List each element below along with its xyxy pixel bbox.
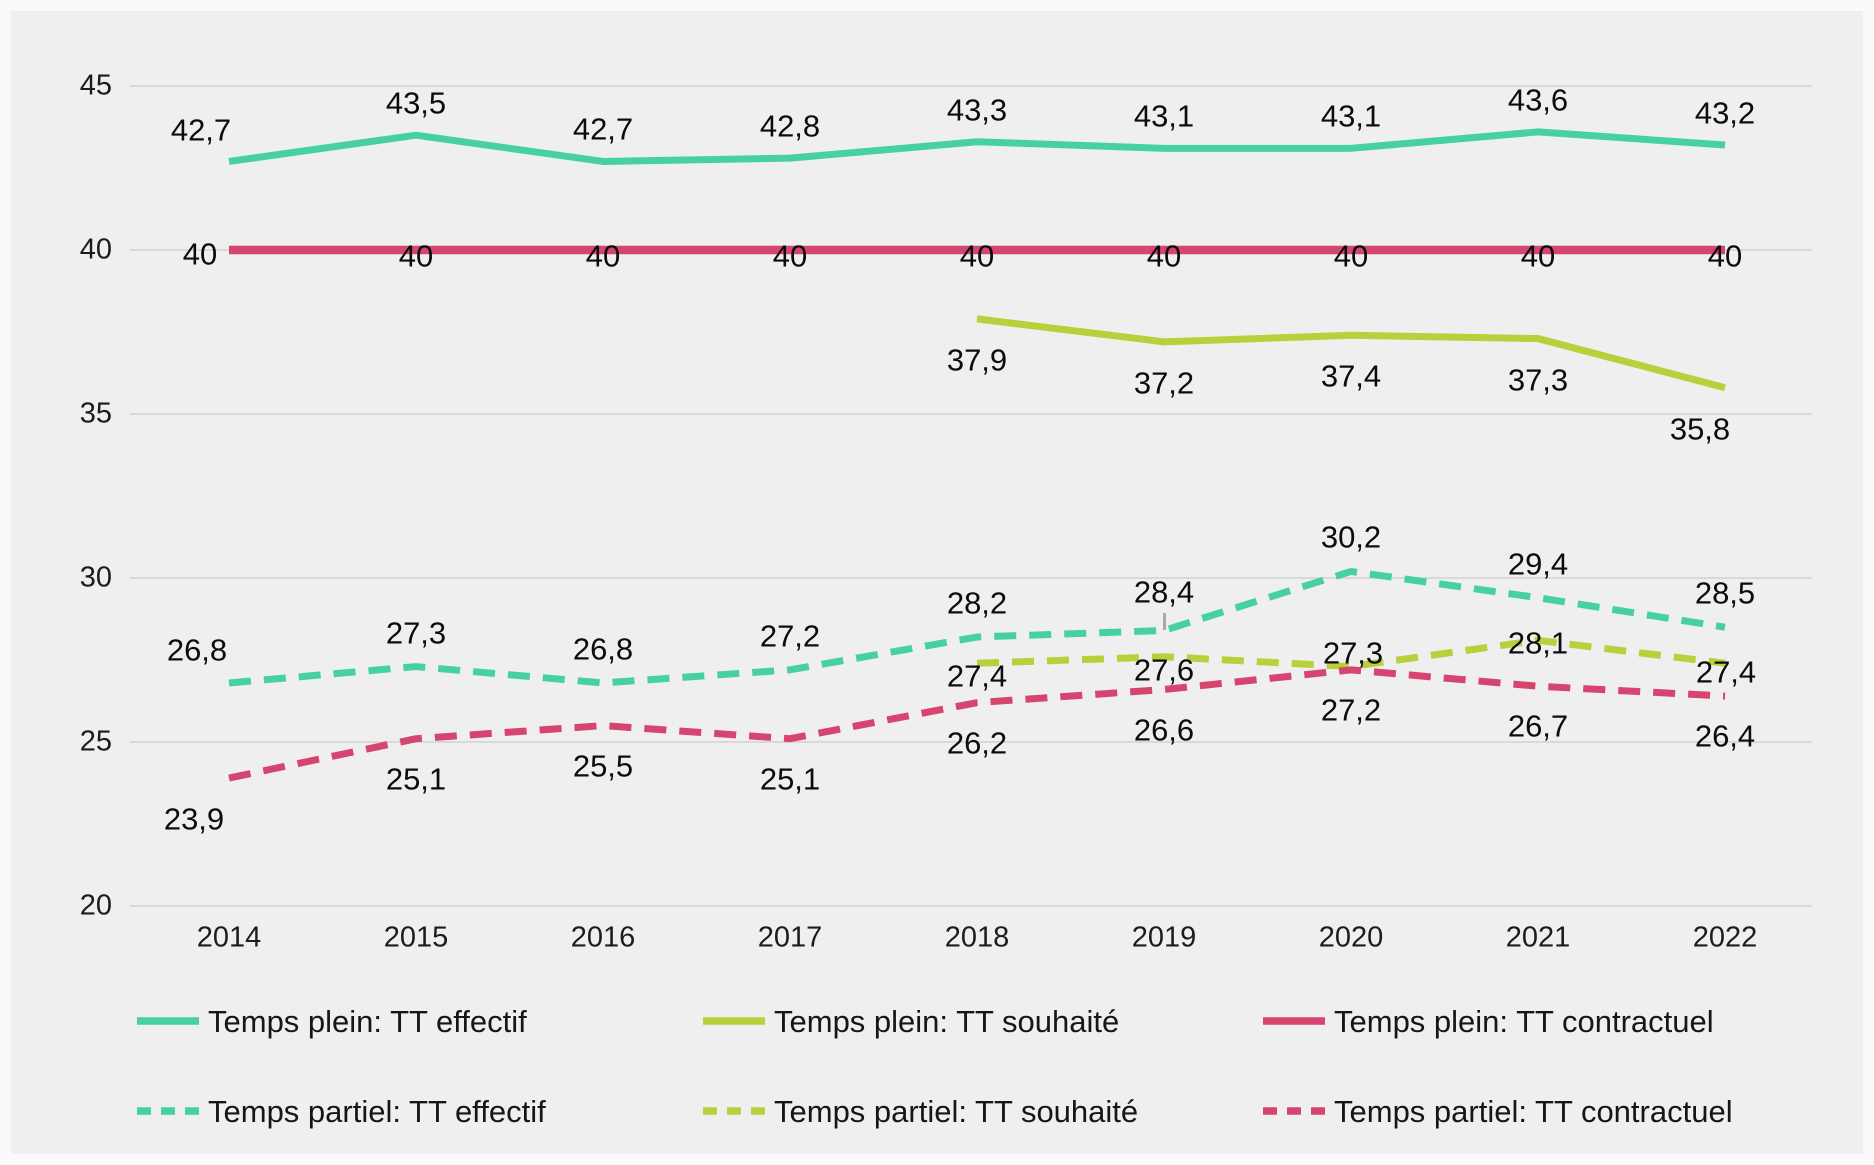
data-label: 27,3 [385, 615, 447, 651]
x-axis-tick-label: 2019 [1131, 921, 1197, 954]
data-label: 28,4 [1133, 574, 1195, 610]
plot-area [11, 11, 1863, 1154]
data-label: 40 [182, 236, 218, 272]
legend-label: Temps plein: TT souhaité [774, 1003, 1120, 1039]
data-label: 37,3 [1507, 362, 1569, 398]
legend-swatch [1263, 1017, 1325, 1025]
data-label: 42,7 [572, 111, 634, 147]
data-label: 26,7 [1507, 708, 1569, 744]
data-label: 25,5 [572, 748, 634, 784]
data-label: 40 [1146, 238, 1182, 274]
legend-swatch [1263, 1107, 1325, 1115]
x-axis-tick-label: 2021 [1505, 921, 1571, 954]
y-axis-tick-label: 30 [79, 561, 112, 594]
stray-tick-artifact [1163, 613, 1166, 630]
x-axis-tick-label: 2014 [196, 921, 262, 954]
data-label: 40 [772, 238, 808, 274]
legend-label: Temps partiel: TT effectif [208, 1093, 546, 1129]
legend-item-2: Temps plein: TT contractuel [1263, 999, 1714, 1043]
x-axis-tick-label: 2016 [570, 921, 636, 954]
data-label: 42,7 [170, 112, 232, 148]
legend-swatch [703, 1107, 765, 1115]
legend-label: Temps plein: TT effectif [208, 1003, 527, 1039]
data-label: 43,2 [1694, 95, 1756, 131]
data-label: 26,8 [166, 632, 228, 668]
legend-item-5: Temps partiel: TT contractuel [1263, 1089, 1733, 1133]
y-axis-tick-label: 40 [79, 233, 112, 266]
data-label: 43,1 [1320, 98, 1382, 134]
data-label: 26,2 [946, 725, 1008, 761]
y-axis-tick-label: 25 [79, 725, 112, 758]
data-label: 27,4 [946, 658, 1008, 694]
legend-swatch [137, 1017, 199, 1025]
data-label: 43,6 [1507, 82, 1569, 118]
data-label: 40 [1707, 238, 1743, 274]
data-label: 27,2 [759, 618, 821, 654]
data-label: 27,2 [1320, 692, 1382, 728]
x-axis-tick-label: 2015 [383, 921, 449, 954]
data-label: 26,8 [572, 631, 634, 667]
data-label: 27,6 [1133, 652, 1195, 688]
y-axis-tick-label: 20 [79, 889, 112, 922]
data-label: 43,3 [946, 92, 1008, 128]
data-label: 35,8 [1669, 411, 1731, 447]
data-label: 37,4 [1320, 358, 1382, 394]
data-label: 28,2 [946, 585, 1008, 621]
data-label: 37,2 [1133, 365, 1195, 401]
legend-item-1: Temps plein: TT souhaité [703, 999, 1119, 1043]
legend-label: Temps partiel: TT souhaité [774, 1093, 1139, 1129]
legend-label: Temps partiel: TT contractuel [1334, 1093, 1733, 1129]
data-label: 43,1 [1133, 98, 1195, 134]
data-label: 40 [1520, 238, 1556, 274]
data-label: 37,9 [946, 342, 1008, 378]
x-axis-tick-label: 2020 [1318, 921, 1384, 954]
x-axis-tick-label: 2018 [944, 921, 1010, 954]
x-axis-tick-label: 2022 [1692, 921, 1758, 954]
data-label: 25,1 [759, 761, 821, 797]
data-label: 40 [398, 238, 434, 274]
data-label: 26,6 [1133, 712, 1195, 748]
data-label: 40 [1333, 238, 1369, 274]
data-label: 26,4 [1694, 718, 1756, 754]
legend-swatch [137, 1107, 199, 1115]
x-axis-tick-label: 2017 [757, 921, 823, 954]
y-axis-tick-label: 35 [79, 397, 112, 430]
legend-label: Temps plein: TT contractuel [1334, 1003, 1714, 1039]
data-label: 40 [585, 238, 621, 274]
legend-item-4: Temps partiel: TT souhaité [703, 1089, 1138, 1133]
series-line-0 [228, 128, 1726, 165]
data-label: 30,2 [1320, 519, 1382, 555]
legend-item-0: Temps plein: TT effectif [137, 999, 527, 1043]
series-line-1 [976, 315, 1726, 392]
data-label: 23,9 [163, 801, 225, 837]
data-label: 42,8 [759, 108, 821, 144]
data-label: 28,5 [1694, 575, 1756, 611]
series-line-5 [228, 666, 1726, 782]
legend-item-3: Temps partiel: TT effectif [137, 1089, 546, 1133]
series-line-3 [228, 567, 1726, 687]
series-line-4 [976, 636, 1726, 671]
data-label: 27,4 [1695, 654, 1757, 690]
data-label: 28,1 [1507, 625, 1569, 661]
data-label: 27,3 [1322, 635, 1384, 671]
data-label: 25,1 [385, 761, 447, 797]
legend-swatch [703, 1017, 765, 1025]
data-label: 29,4 [1507, 546, 1569, 582]
data-label: 40 [959, 238, 995, 274]
data-label: 43,5 [385, 85, 447, 121]
y-axis-tick-label: 45 [79, 69, 112, 102]
